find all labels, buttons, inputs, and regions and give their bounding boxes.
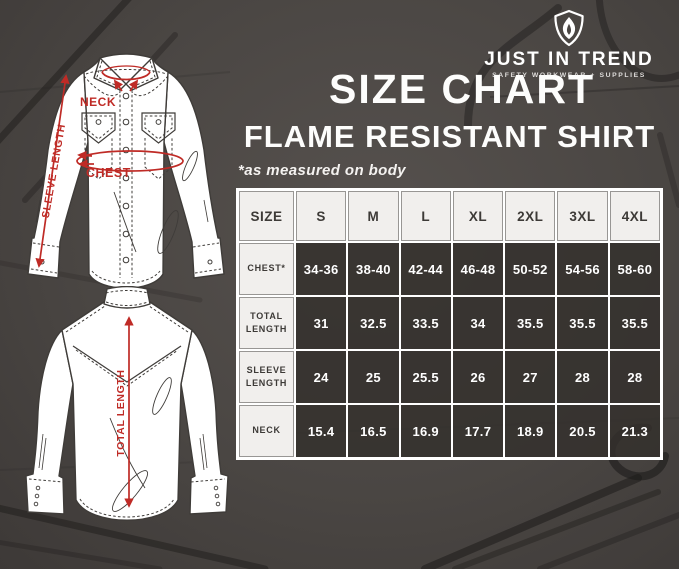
size-value-cell: 38-40 [347, 242, 400, 296]
page-title: SIZE CHART [329, 66, 595, 112]
size-value-cell: 15.4 [295, 404, 348, 458]
size-value-cell: 35.5 [504, 296, 557, 350]
size-value-cell: 20.5 [556, 404, 609, 458]
size-value-cell: 34 [451, 296, 505, 350]
size-value-cell: 34-36 [295, 242, 348, 296]
size-value-cell: 27 [504, 350, 557, 404]
column-header-m: M [347, 190, 400, 242]
column-header-l: L [399, 190, 452, 242]
size-value-cell: 25 [347, 350, 400, 404]
product-subtitle: FLAME RESISTANT SHIRT [243, 119, 656, 154]
front-shirt-diagram: NECK CHEST SLEEVE LENGTH [27, 53, 225, 289]
column-header-3xl: 3XL [556, 190, 609, 242]
size-value-cell: 28 [608, 350, 661, 404]
size-value-cell: 33.5 [399, 296, 452, 350]
brand-tagline: SAFETY WORKWEAR + SUPPLIES [492, 72, 646, 79]
size-value-cell: 24 [295, 350, 348, 404]
size-value-cell: 35.5 [556, 296, 609, 350]
column-header-s: S [295, 190, 348, 242]
row-label: CHEST* [238, 242, 295, 296]
size-value-cell: 21.3 [608, 404, 661, 458]
size-value-cell: 58-60 [608, 242, 661, 296]
shield-flame-icon [554, 9, 584, 47]
total-length-label: TOTAL LENGTH [115, 369, 127, 456]
size-value-cell: 54-56 [556, 242, 609, 296]
size-table: SIZE S M L XL 2XL 3XL 4XL CHEST* 34-36 38-40 42-44 4… [236, 188, 663, 460]
size-value-cell: 46-48 [451, 242, 505, 296]
table-corner-header: SIZE [238, 190, 295, 242]
column-header-4xl: 4XL [608, 190, 661, 242]
back-shirt-diagram: TOTAL LENGTH [25, 286, 229, 521]
size-value-cell: 31 [295, 296, 348, 350]
chest-label: CHEST [86, 166, 131, 180]
column-header-xl: XL [451, 190, 505, 242]
size-value-cell: 32.5 [347, 296, 400, 350]
neck-label: NECK [80, 95, 116, 109]
row-label: SLEEVE LENGTH [238, 350, 295, 404]
brand-name: JUST IN TREND [484, 49, 654, 70]
row-label: TOTAL LENGTH [238, 296, 295, 350]
size-value-cell: 18.9 [504, 404, 557, 458]
size-value-cell: 50-52 [504, 242, 557, 296]
column-header-2xl: 2XL [504, 190, 557, 242]
size-value-cell: 16.9 [399, 404, 452, 458]
size-value-cell: 16.5 [347, 404, 400, 458]
size-value-cell: 35.5 [608, 296, 661, 350]
size-value-cell: 25.5 [399, 350, 452, 404]
size-value-cell: 42-44 [399, 242, 452, 296]
size-value-cell: 17.7 [451, 404, 505, 458]
size-value-cell: 26 [451, 350, 505, 404]
size-value-cell: 28 [556, 350, 609, 404]
brand-logo: JUST IN TREND SAFETY WORKWEAR + SUPPLIES [471, 9, 667, 79]
measurement-note: *as measured on body [238, 162, 407, 179]
row-label: NECK [238, 404, 295, 458]
